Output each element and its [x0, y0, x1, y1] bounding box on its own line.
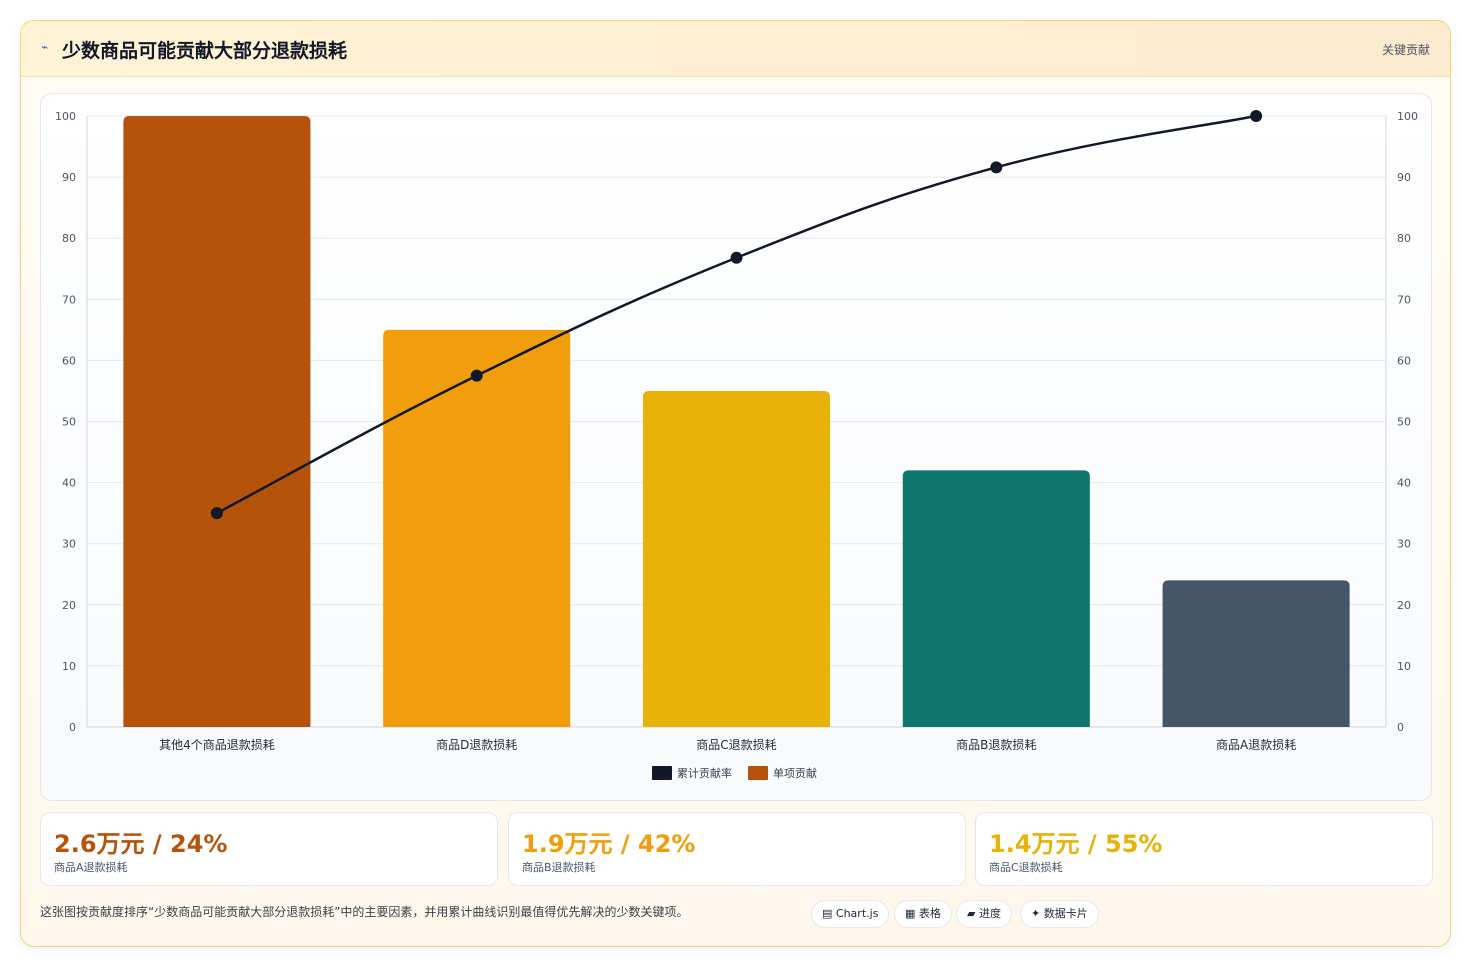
- y2-tick-label: 50: [1397, 416, 1411, 429]
- stat-card-product-c: 1.4万元 / 55% 商品C退款损耗: [975, 812, 1433, 886]
- legend-swatch: [748, 766, 768, 780]
- stat-card-product-b: 1.9万元 / 42% 商品B退款损耗: [508, 812, 966, 886]
- legend-label: 累计贡献率: [677, 766, 732, 780]
- y2-tick-label: 30: [1397, 538, 1411, 551]
- stat-label: 商品A退款损耗: [54, 861, 128, 874]
- y2-tick-label: 60: [1397, 354, 1411, 367]
- x-tick-label: 商品B退款损耗: [956, 737, 1036, 752]
- y2-tick-label: 80: [1397, 232, 1411, 245]
- y-tick-label: 40: [62, 477, 76, 490]
- y2-tick-label: 40: [1397, 477, 1411, 490]
- legend-label: 单项贡献: [773, 766, 817, 780]
- y-tick-label: 50: [62, 416, 76, 429]
- chip-chartjs-icon: ▤: [822, 907, 833, 920]
- pareto-chart: 0 10 20 30 40 50 60 70 80 90 100 0 10 20 30 40 50 60 70 80 9…: [55, 110, 1418, 780]
- y-tick-label: 70: [62, 293, 76, 306]
- cumulative-point: [990, 161, 1003, 174]
- stat-card-product-a: 2.6万元 / 24% 商品A退款损耗: [40, 812, 498, 886]
- bar: [383, 329, 571, 727]
- cumulative-point: [210, 507, 223, 520]
- cumulative-point: [470, 369, 483, 382]
- y-tick-label: 20: [62, 599, 76, 612]
- bar: [123, 116, 311, 727]
- y2-tick-label: 70: [1397, 293, 1411, 306]
- stat-label: 商品B退款损耗: [522, 861, 596, 874]
- y-tick-label: 10: [62, 660, 76, 673]
- legend-swatch: [652, 766, 672, 780]
- cumulative-point: [1250, 110, 1263, 122]
- progress-icon: ▰: [967, 907, 976, 920]
- sparkle-icon: ✦: [1031, 907, 1041, 920]
- y-tick-label: 60: [62, 354, 76, 367]
- y-tick-label: 30: [62, 538, 76, 551]
- pareto-chart-panel: 0 10 20 30 40 50 60 70 80 90 100 0 10 20 30 40 50 60 70 80 9…: [40, 93, 1432, 801]
- y2-tick-label: 0: [1397, 721, 1404, 734]
- y-tick-label: 0: [69, 721, 76, 734]
- x-tick-label: 商品A退款损耗: [1216, 737, 1296, 752]
- cumulative-point: [730, 251, 743, 264]
- dashboard-card: ⌁ 少数商品可能贡献大部分退款损耗 关键贡献 0 10 20 30 40 50 60 70 80…: [20, 20, 1451, 947]
- stat-value: 1.9万元 / 42%: [522, 830, 696, 858]
- chip-data-card[interactable]: ✦ 数据卡片: [1020, 900, 1099, 928]
- y-tick-label: 80: [62, 232, 76, 245]
- chip-progress[interactable]: ▰ 进度: [956, 900, 1012, 928]
- stat-label: 商品C退款损耗: [989, 861, 1063, 874]
- x-tick-label: 商品C退款损耗: [696, 737, 776, 752]
- chip-table[interactable]: ▦ 表格: [894, 900, 952, 928]
- y-tick-label: 90: [62, 171, 76, 184]
- table-icon: ▦: [905, 907, 916, 920]
- bar: [1162, 580, 1350, 727]
- y2-tick-label: 10: [1397, 660, 1411, 673]
- chart-description: 这张图按贡献度排序“少数商品可能贡献大部分退款损耗”中的主要因素，并用累计曲线识…: [40, 905, 689, 919]
- bar: [642, 390, 831, 727]
- key-contribution-label: 关键贡献: [1381, 43, 1430, 57]
- card-header: ⌁ 少数商品可能贡献大部分退款损耗 关键贡献: [21, 21, 1450, 77]
- x-tick-label: 其他4个商品退款损耗: [159, 737, 275, 752]
- y2-tick-label: 90: [1397, 171, 1411, 184]
- page-title: 少数商品可能贡献大部分退款损耗: [62, 40, 348, 62]
- chip-chartjs[interactable]: ▤ Chart.js: [811, 900, 890, 928]
- bar: [902, 470, 1090, 727]
- stat-value: 2.6万元 / 24%: [54, 830, 228, 858]
- y2-tick-label: 20: [1397, 599, 1411, 612]
- y2-tick-label: 100: [1397, 110, 1418, 123]
- stat-value: 1.4万元 / 55%: [989, 830, 1163, 858]
- stat-cards: 2.6万元 / 24% 商品A退款损耗 1.9万元 / 42% 商品B退款损耗 …: [40, 812, 1433, 886]
- y-tick-label: 100: [55, 110, 76, 123]
- chart-icon: ⌁: [41, 40, 49, 54]
- x-tick-label: 商品D退款损耗: [436, 737, 517, 752]
